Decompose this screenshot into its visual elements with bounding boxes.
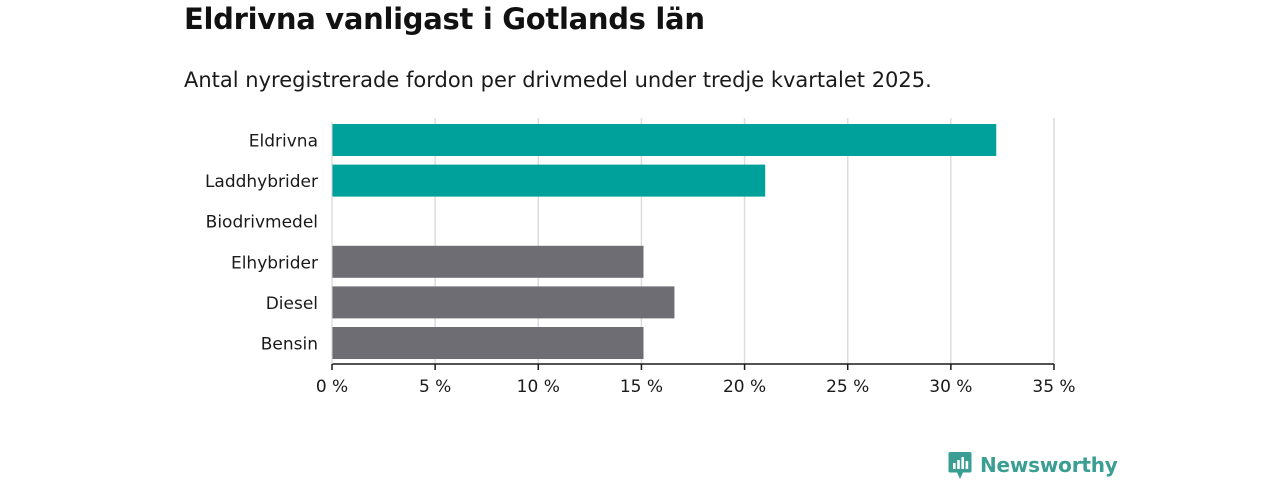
category-label: Eldrivna	[249, 132, 318, 152]
chart-subtitle: Antal nyregistrerade fordon per drivmede…	[184, 68, 932, 92]
category-labels: Eldrivna Laddhybrider Biodrivmedel Elhybrid…	[205, 132, 318, 355]
category-label: Laddhybrider	[205, 172, 318, 192]
category-label: Diesel	[266, 294, 318, 314]
x-tick-label: 25 %	[826, 377, 869, 397]
bar-elhybrider	[332, 245, 644, 278]
bar-eldrivna	[332, 124, 997, 156]
brand-name: Newsworthy	[980, 453, 1118, 477]
chart-title: Eldrivna vanligast i Gotlands län	[184, 2, 705, 36]
bar-bensin	[332, 327, 644, 359]
bar-diesel	[332, 286, 675, 319]
newsworthy-logo-icon	[948, 451, 972, 479]
x-tick-label: 20 %	[723, 377, 766, 397]
category-label: Bensin	[261, 335, 318, 355]
category-label: Biodrivmedel	[206, 213, 318, 233]
x-tick-label: 10 %	[517, 377, 560, 397]
bar-laddhybrider	[332, 164, 766, 197]
x-tick-label: 35 %	[1032, 377, 1075, 397]
x-tick-label: 0 %	[316, 377, 348, 397]
x-axis: 0 % 5 % 10 % 15 % 20 % 25 % 30 % 35 %	[316, 122, 1076, 397]
x-tick-label: 5 %	[419, 377, 451, 397]
brand-logo: Newsworthy	[948, 450, 1118, 480]
category-label: Elhybrider	[231, 253, 318, 273]
grid-lines	[434, 118, 1055, 364]
x-tick-label: 30 %	[929, 377, 972, 397]
x-tick-label: 15 %	[620, 377, 663, 397]
bars	[332, 124, 997, 359]
